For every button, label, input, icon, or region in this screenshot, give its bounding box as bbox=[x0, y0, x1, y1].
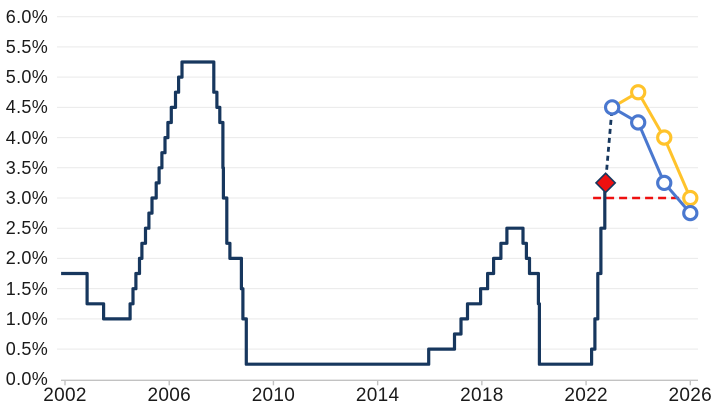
y-axis-tick-label: 3.5% bbox=[5, 157, 48, 178]
policy-rate-history-line bbox=[61, 60, 607, 366]
x-axis-tick-label: 2002 bbox=[43, 385, 87, 406]
y-axis-tick-label: 4.5% bbox=[5, 97, 48, 118]
y-axis-tick-label: 2.5% bbox=[5, 218, 48, 239]
y-axis-tick-label: 1.5% bbox=[5, 278, 48, 299]
projection-yellow-line bbox=[611, 90, 692, 199]
projection-blue-marker bbox=[656, 174, 673, 192]
current-rate-marker bbox=[594, 172, 617, 194]
projection-blue-line bbox=[611, 106, 692, 215]
projection-yellow-marker bbox=[682, 189, 699, 207]
x-axis-tick-label: 2018 bbox=[460, 385, 504, 406]
projection-blue-marker bbox=[630, 114, 647, 131]
projection-yellow-marker bbox=[656, 129, 673, 146]
y-axis-tick-label: 5.0% bbox=[5, 67, 48, 88]
x-axis-tick-label: 2006 bbox=[147, 385, 191, 406]
y-axis-tick-label: 1.0% bbox=[5, 308, 48, 329]
projection-yellow-marker bbox=[630, 84, 647, 101]
y-axis-tick-label: 2.0% bbox=[5, 248, 48, 269]
x-axis-tick-label: 2026 bbox=[668, 385, 713, 406]
x-axis-tick-label: 2010 bbox=[251, 385, 296, 406]
y-axis-tick-label: 4.0% bbox=[5, 127, 48, 148]
x-axis-tick-label: 2022 bbox=[564, 385, 608, 406]
y-axis-tick-label: 0.5% bbox=[5, 339, 48, 360]
y-axis-tick-label: 5.5% bbox=[5, 36, 48, 57]
y-axis-tick-label: 3.0% bbox=[5, 188, 48, 208]
y-axis-tick-label: 0.0% bbox=[5, 369, 48, 390]
history-to-projection-connector-line bbox=[604, 107, 614, 179]
projection-blue-marker bbox=[603, 99, 621, 116]
x-axis-tick-label: 2014 bbox=[355, 385, 400, 406]
projection-blue-marker bbox=[682, 204, 699, 222]
y-axis-tick-label: 6.0% bbox=[5, 6, 48, 27]
